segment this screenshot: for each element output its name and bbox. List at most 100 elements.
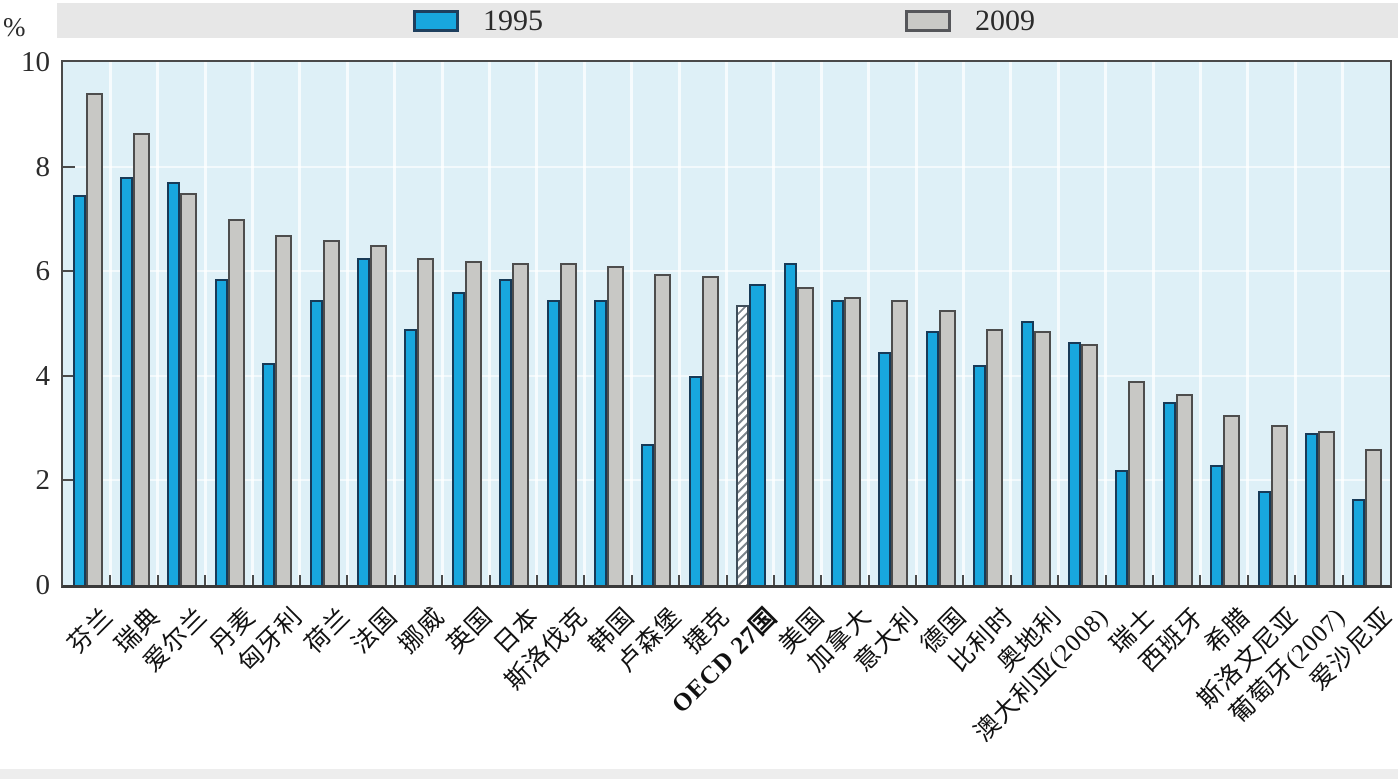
- gridline-v: [1009, 62, 1013, 585]
- x-axis-tick: [535, 575, 538, 585]
- bar-2009: [1033, 331, 1051, 585]
- gridline-v: [725, 62, 728, 585]
- x-axis-tick: [204, 575, 207, 585]
- gridline-v: [677, 62, 681, 585]
- bar-1995: [688, 375, 702, 585]
- bar-1995: [451, 292, 465, 585]
- bar-2009: [417, 258, 435, 585]
- bar-2009: [986, 328, 1004, 585]
- x-axis-tick: [962, 575, 965, 585]
- bar-1995: [120, 177, 134, 585]
- gridline-v: [156, 62, 160, 585]
- bar-2009: [607, 265, 625, 585]
- x-axis-tick: [1057, 575, 1060, 585]
- bar-2009: [370, 245, 388, 585]
- bar-2009: [843, 297, 861, 585]
- bar-2009: [180, 192, 198, 585]
- gridline-v: [440, 62, 444, 585]
- bar-2009: [133, 132, 151, 585]
- bar-1995: [357, 258, 371, 585]
- bar-2009: [654, 273, 672, 585]
- bar-1995: [783, 263, 797, 585]
- gridline-v: [1341, 62, 1345, 585]
- x-axis-tick: [630, 575, 633, 585]
- x-axis-tick: [678, 575, 681, 585]
- bar-1995: [830, 299, 844, 585]
- bar-2009: [891, 299, 909, 585]
- bar-2009: [1128, 381, 1146, 585]
- bar-1995: [736, 305, 750, 585]
- x-axis-tick: [488, 575, 491, 585]
- legend-item-2009: 2009: [905, 4, 1035, 37]
- y-axis-tick: [63, 374, 75, 377]
- bar-1995: [925, 331, 939, 585]
- bar-2009: [275, 234, 293, 585]
- gridline-v: [914, 62, 918, 585]
- gridline-v: [1151, 62, 1155, 585]
- y-axis-label: 6: [35, 255, 51, 288]
- x-axis-tick: [393, 575, 396, 585]
- y-axis-unit-label: %: [3, 12, 26, 42]
- gridline-v: [772, 62, 776, 585]
- legend-label-2009: 2009: [975, 4, 1035, 37]
- y-axis-label: 2: [35, 464, 51, 497]
- gridline-v: [535, 62, 539, 585]
- y-axis-tick: [63, 479, 75, 482]
- bar-2009: [701, 276, 719, 585]
- bar-1995: [262, 362, 276, 585]
- bar-1995: [878, 352, 892, 585]
- x-axis-tick: [1104, 575, 1107, 585]
- bar-1995: [1352, 498, 1366, 585]
- bar-2009: [749, 284, 767, 585]
- gridline-v: [1056, 62, 1060, 585]
- bar-2009: [796, 286, 814, 585]
- legend-swatch-2009-icon: [905, 10, 951, 32]
- bar-1995: [973, 365, 987, 585]
- bar-1995: [1020, 320, 1034, 585]
- bar-2009: [1223, 415, 1241, 585]
- gridline-v: [1104, 62, 1108, 585]
- x-axis-tick: [820, 575, 823, 585]
- y-axis-label: 0: [35, 569, 51, 601]
- legend-label-1995: 1995: [483, 4, 543, 37]
- bar-2009: [559, 263, 577, 585]
- bar-2009: [85, 93, 103, 585]
- bar-1995: [404, 328, 418, 585]
- x-axis-tick: [441, 575, 444, 585]
- bar-1995: [499, 279, 513, 585]
- gridline-v: [630, 62, 634, 585]
- y-axis-label: 8: [35, 150, 51, 183]
- legend-band: [57, 3, 1398, 38]
- gridline-v: [1198, 62, 1202, 585]
- bar-1995: [72, 195, 86, 585]
- x-axis-tick: [725, 575, 728, 585]
- x-axis-tick: [583, 575, 586, 585]
- bar-1995: [214, 279, 228, 585]
- bottom-strip: [0, 769, 1398, 779]
- bar-2009: [227, 218, 245, 585]
- bar-1995: [546, 299, 560, 585]
- x-axis-tick: [251, 575, 254, 585]
- bar-2009: [1365, 449, 1383, 585]
- gridline-v: [1293, 62, 1297, 585]
- bar-2009: [1080, 344, 1098, 585]
- gridline-v: [108, 62, 112, 585]
- gridline-v: [298, 62, 302, 585]
- gridline-v: [345, 62, 349, 585]
- bar-2009: [464, 260, 482, 585]
- x-axis-tick: [1152, 575, 1155, 585]
- bar-1995: [594, 299, 608, 585]
- x-axis-tick: [1199, 575, 1202, 585]
- bar-2009: [322, 239, 340, 585]
- bar-1995: [1115, 469, 1129, 585]
- x-axis-tick: [1294, 575, 1297, 585]
- plot-area: [61, 60, 1392, 588]
- bar-1995: [309, 299, 323, 585]
- x-axis-tick: [1341, 575, 1344, 585]
- bar-1995: [167, 182, 181, 585]
- bar-1995: [1304, 433, 1318, 585]
- gridline-v: [867, 62, 871, 585]
- bar-2009: [938, 310, 956, 585]
- gridline-v: [251, 62, 255, 585]
- gridline-v: [393, 62, 397, 585]
